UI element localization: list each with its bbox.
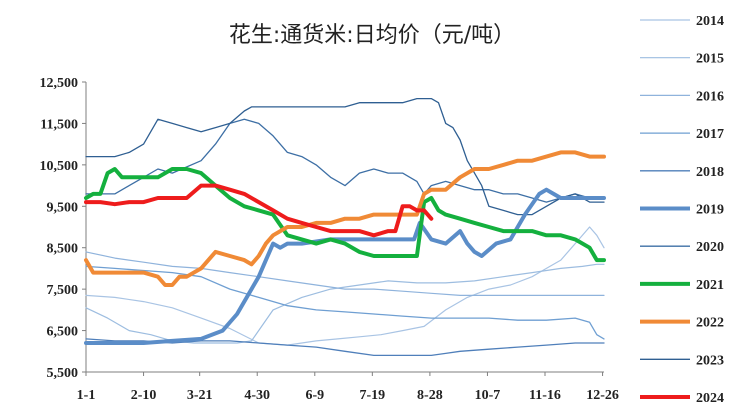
series-line-2023 <box>85 97 605 216</box>
series-line-2020 <box>85 118 605 203</box>
x-tick-label: 2-10 <box>131 388 157 403</box>
series-line-2024 <box>84 183 434 238</box>
x-tick-label: 10-7 <box>475 388 501 403</box>
chart-title: 花生:通货米:日均价（元/吨） <box>229 23 515 48</box>
x-tick-label: 11-16 <box>529 388 561 403</box>
x-tick-label: 3-21 <box>187 388 213 403</box>
x-tick-label: 12-26 <box>586 388 619 403</box>
x-tick-label: 4-30 <box>244 388 270 403</box>
legend: 2014 2015 2016 2017 2018 2019 2020 2021 2022 2023… <box>640 14 724 406</box>
series-line-2017 <box>85 265 605 340</box>
x-tick-label: 6-9 <box>305 388 324 403</box>
legend-label-2017: 2017 <box>696 127 724 142</box>
legend-label-2024: 2024 <box>696 391 724 406</box>
x-tick-label: 8-28 <box>417 388 443 403</box>
x-tick-label: 7-19 <box>360 388 386 403</box>
series-line-2016 <box>85 251 605 296</box>
legend-label-2021: 2021 <box>696 278 724 293</box>
series-line-2021 <box>84 167 606 263</box>
y-tick-label: 6,500 <box>47 325 79 340</box>
legend-label-2014: 2014 <box>696 14 724 29</box>
series-line-2022 <box>84 150 606 287</box>
legend-label-2018: 2018 <box>696 165 724 180</box>
axes: 5,500 6,500 7,500 8,500 9,500 10,500 11,500 12,… <box>40 76 619 403</box>
y-tick-label: 7,500 <box>47 283 79 298</box>
series-line-2014 <box>85 226 605 346</box>
legend-label-2015: 2015 <box>696 52 724 67</box>
legend-label-2020: 2020 <box>696 240 724 255</box>
series-line-2018 <box>85 338 605 357</box>
series-line-2015 <box>85 263 605 344</box>
y-tick-label: 12,500 <box>40 76 79 91</box>
y-tick-label: 9,500 <box>47 200 79 215</box>
y-tick-label: 8,500 <box>47 242 79 257</box>
legend-label-2022: 2022 <box>696 316 724 331</box>
y-tick-label: 10,500 <box>40 159 79 174</box>
y-tick-label: 5,500 <box>47 366 79 381</box>
y-tick-label: 11,500 <box>40 117 78 132</box>
legend-label-2019: 2019 <box>696 203 724 218</box>
legend-label-2016: 2016 <box>696 89 724 104</box>
series-line-2019 <box>84 187 606 345</box>
plot-area <box>84 97 606 357</box>
legend-label-2023: 2023 <box>696 353 724 368</box>
x-tick-label: 1-1 <box>77 388 96 403</box>
